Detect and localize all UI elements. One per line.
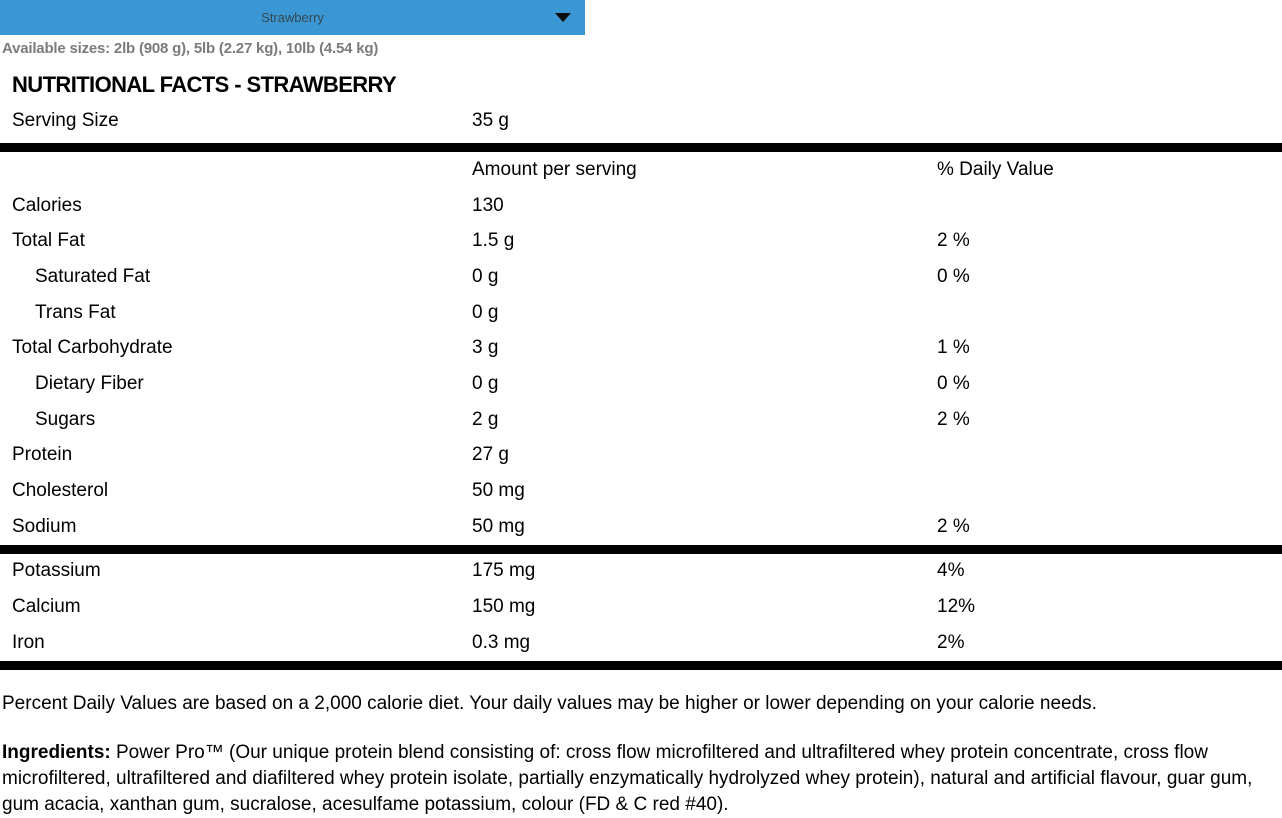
flavor-dropdown[interactable]: Strawberry (0, 0, 585, 35)
serving-size-label: Serving Size (12, 109, 119, 131)
nutrient-amount: 130 (472, 194, 504, 216)
daily-values-footnote: Percent Daily Values are based on a 2,00… (2, 692, 1097, 714)
table-row: Dietary Fiber 0 g 0 % (0, 366, 1282, 402)
table-row: Sugars 2 g 2 % (0, 402, 1282, 438)
divider-bar (0, 143, 1282, 152)
nutrient-label: Protein (12, 444, 73, 466)
nutrient-label: Total Carbohydrate (12, 337, 173, 359)
nutrient-amount: 1.5 g (472, 230, 515, 252)
table-row: Total Fat 1.5 g 2 % (0, 223, 1282, 259)
nutrient-label: Calcium (12, 596, 81, 618)
nutrient-label: Iron (12, 631, 45, 653)
nutrient-label: Dietary Fiber (35, 372, 144, 394)
divider-bar (0, 544, 1282, 554)
table-row: Sodium 50 mg 2 % (0, 509, 1282, 545)
nutrient-dv: 0 % (937, 265, 970, 287)
nutrient-label: Total Fat (12, 230, 85, 252)
nutrient-dv: 2 % (937, 230, 970, 252)
table-row: Calcium 150 mg 12% (0, 589, 1282, 625)
header-amount-per-serving: Amount per serving (472, 158, 637, 180)
nutrient-amount: 50 mg (472, 480, 525, 502)
nutrient-amount: 0 g (472, 301, 499, 323)
nutrient-label: Sugars (35, 408, 96, 430)
divider-bar (0, 660, 1282, 670)
serving-size-value: 35 g (472, 109, 509, 131)
nutrient-dv: 4% (937, 560, 965, 582)
table-row: Iron 0.3 mg 2% (0, 625, 1282, 661)
nutrient-dv: 2 % (937, 515, 970, 537)
nutrient-amount: 150 mg (472, 596, 536, 618)
header-daily-value: % Daily Value (937, 158, 1054, 180)
nutrient-amount: 0.3 mg (472, 631, 531, 653)
table-row: Total Carbohydrate 3 g 1 % (0, 330, 1282, 366)
nutrient-label: Saturated Fat (35, 265, 151, 287)
page-title: NUTRITIONAL FACTS - STRAWBERRY (12, 72, 397, 97)
table-header-row: Amount per serving % Daily Value (0, 152, 1282, 188)
table-row: Cholesterol 50 mg (0, 473, 1282, 509)
nutrient-label: Cholesterol (12, 480, 109, 502)
nutrient-amount: 50 mg (472, 515, 525, 537)
nutrient-amount: 27 g (472, 444, 509, 466)
nutrient-dv: 2% (937, 631, 965, 653)
table-row: Potassium 175 mg 4% (0, 554, 1282, 590)
nutrient-amount: 0 g (472, 265, 499, 287)
nutrient-amount: 0 g (472, 372, 499, 394)
table-row: Trans Fat 0 g (0, 295, 1282, 331)
table-row: Protein 27 g (0, 438, 1282, 474)
nutrition-table: Serving Size 35 g Amount per serving % D… (0, 98, 1282, 670)
ingredients-paragraph: Ingredients: Power Pro™ (Our unique prot… (2, 740, 1282, 818)
nutrient-label: Potassium (12, 560, 101, 582)
nutrient-label: Calories (12, 194, 82, 216)
ingredients-label: Ingredients: (2, 741, 111, 763)
nutrient-amount: 175 mg (472, 560, 536, 582)
available-sizes-text: Available sizes: 2lb (908 g), 5lb (2.27 … (2, 40, 379, 57)
table-row: Calories 130 (0, 188, 1282, 224)
nutrient-label: Trans Fat (35, 301, 116, 323)
nutrient-dv: 12% (937, 596, 976, 618)
nutrient-dv: 0 % (937, 372, 970, 394)
table-row: Saturated Fat 0 g 0 % (0, 259, 1282, 295)
ingredients-text: Power Pro™ (Our unique protein blend con… (2, 741, 1253, 815)
chevron-down-icon (555, 13, 571, 22)
nutrient-dv: 1 % (937, 337, 970, 359)
nutrient-amount: 3 g (472, 337, 499, 359)
flavor-dropdown-selected: Strawberry (261, 10, 324, 25)
nutrient-dv: 2 % (937, 408, 970, 430)
nutrient-label: Sodium (12, 515, 77, 537)
nutrient-amount: 2 g (472, 408, 499, 430)
serving-size-row: Serving Size 35 g (0, 98, 1282, 143)
